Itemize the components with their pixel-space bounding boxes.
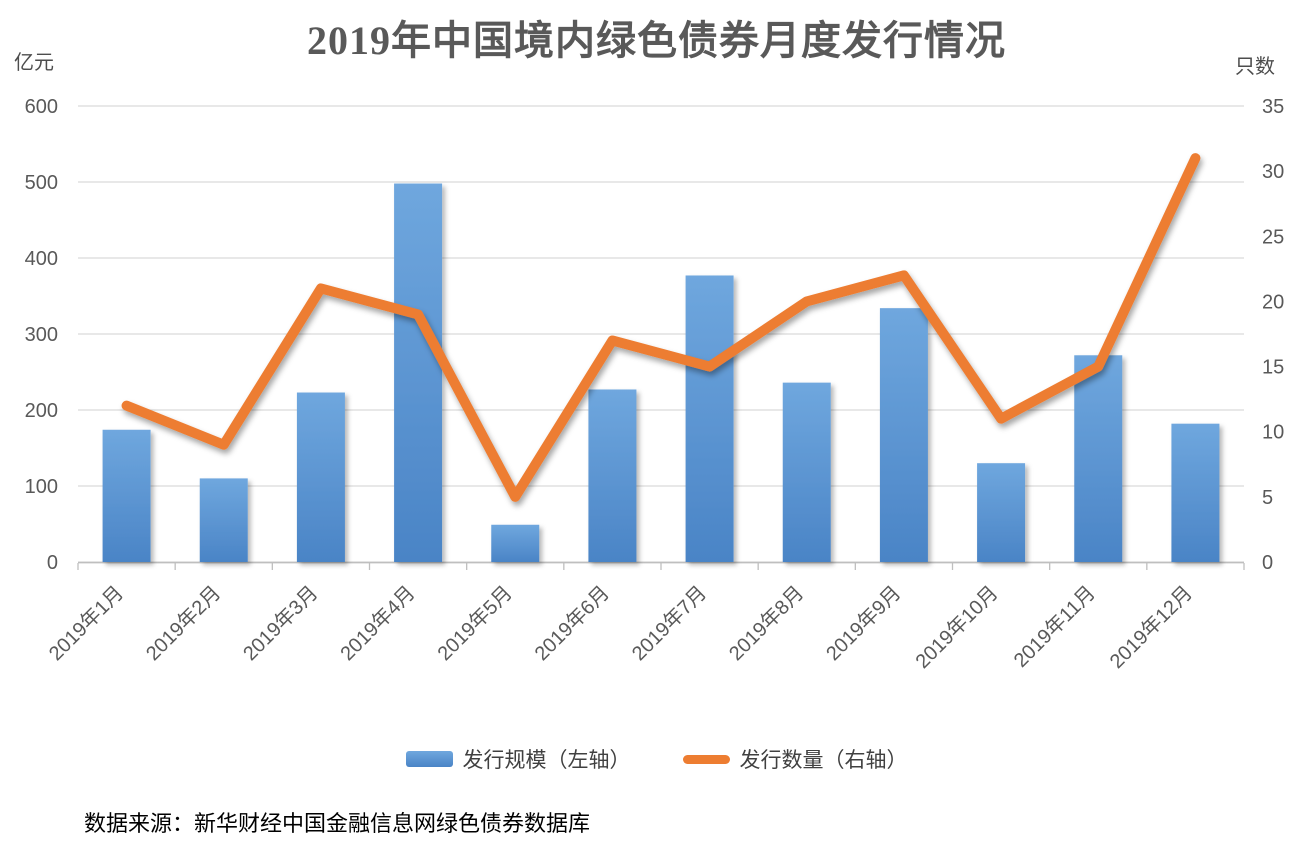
x-tick-label-2019年9月: 2019年9月 (822, 581, 906, 665)
chart-title: 2019年中国境内绿色债券月度发行情况 (307, 18, 1006, 63)
bar-2019年8月 (782, 382, 831, 562)
bar-series-swatch (405, 751, 453, 767)
left-axis-tick-100: 100 (25, 476, 58, 498)
bar-2019年4月 (394, 183, 443, 562)
left-axis-tick-0: 0 (47, 552, 58, 574)
right-axis-tick-10: 10 (1262, 422, 1284, 444)
bar-2019年10月 (977, 463, 1026, 562)
bar-2019年9月 (879, 308, 928, 562)
bar-2019年1月 (102, 429, 151, 562)
left-axis-tick-500: 500 (25, 172, 58, 194)
right-axis-tick-30: 30 (1262, 161, 1284, 183)
bar-2019年7月 (685, 275, 734, 562)
bar-2019年2月 (199, 478, 248, 562)
right-axis-tick-15: 15 (1262, 357, 1284, 379)
bar-2019年11月 (1074, 355, 1123, 562)
x-tick-label-2019年1月: 2019年1月 (44, 581, 128, 665)
x-tick-label-2019年10月: 2019年10月 (911, 581, 1003, 673)
line-series-swatch (682, 754, 730, 764)
x-tick-label-2019年4月: 2019年4月 (336, 581, 420, 665)
legend-item-bar-series: 发行规模（左轴） (405, 744, 631, 774)
legend-line-label: 发行数量（右轴） (739, 749, 908, 772)
source-note: 数据来源：新华财经中国金融信息网绿色债券数据库 (84, 811, 591, 836)
right-axis-tick-5: 5 (1262, 487, 1273, 509)
left-axis-tick-400: 400 (25, 248, 58, 270)
right-axis-unit-label: 只数 (1235, 56, 1275, 78)
x-tick-label-2019年3月: 2019年3月 (239, 581, 323, 665)
x-tick-label-2019年12月: 2019年12月 (1105, 581, 1197, 673)
bar-2019年3月 (296, 392, 345, 562)
x-tick-label-2019年8月: 2019年8月 (724, 581, 808, 665)
bar-2019年5月 (491, 524, 540, 562)
legend-item-line-series: 发行数量（右轴） (682, 744, 908, 774)
x-tick-label-2019年6月: 2019年6月 (530, 581, 614, 665)
left-axis-tick-200: 200 (25, 400, 58, 422)
left-axis-tick-300: 300 (25, 324, 58, 346)
legend-bar-label: 发行规模（左轴） (462, 749, 631, 772)
left-axis-tick-600: 600 (25, 96, 58, 118)
right-axis-tick-25: 25 (1262, 226, 1284, 248)
bar-2019年6月 (588, 389, 637, 562)
issuance-count-line (121, 153, 1201, 502)
right-axis-tick-0: 0 (1262, 552, 1273, 574)
left-axis-unit-label: 亿元 (14, 52, 54, 74)
right-axis-tick-20: 20 (1262, 291, 1284, 313)
x-tick-label-2019年11月: 2019年11月 (1009, 581, 1100, 672)
legend: 发行规模（左轴） 发行数量（右轴） (0, 744, 1313, 774)
x-tick-label-2019年2月: 2019年2月 (141, 581, 225, 665)
x-tick-label-2019年7月: 2019年7月 (627, 581, 711, 665)
bar-2019年12月 (1171, 423, 1220, 562)
right-axis-tick-35: 35 (1262, 96, 1284, 118)
x-tick-label-2019年5月: 2019年5月 (433, 581, 517, 665)
